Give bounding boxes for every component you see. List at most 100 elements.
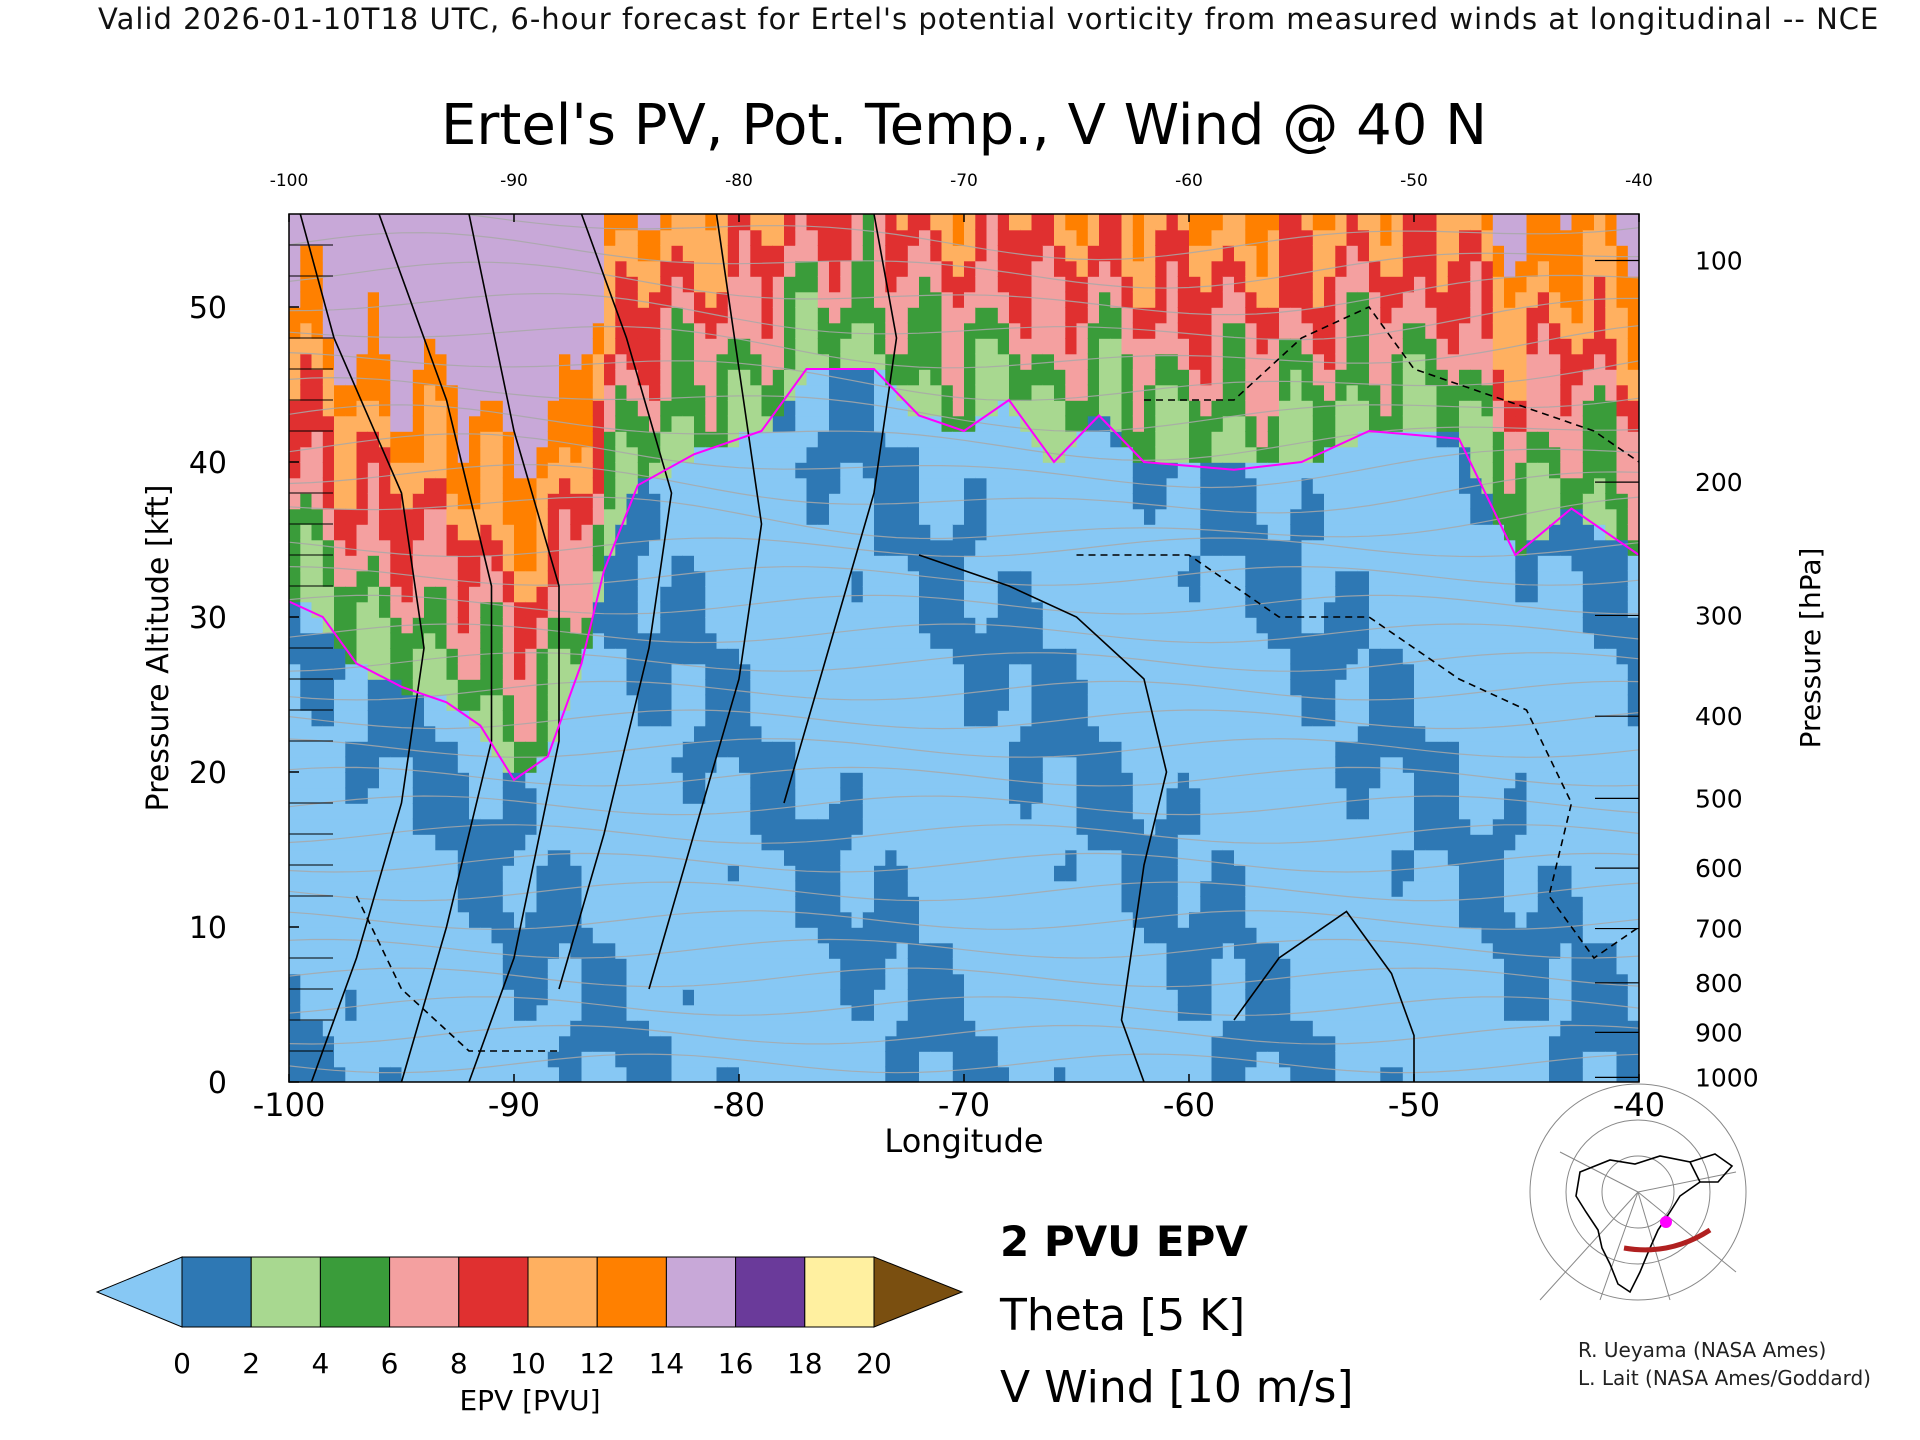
y-tick-label: 0 bbox=[208, 1066, 227, 1101]
colorbar-segment bbox=[389, 1256, 460, 1328]
theta-line bbox=[289, 795, 1639, 816]
v-wind-line bbox=[299, 214, 425, 1082]
v-wind-line bbox=[783, 214, 898, 804]
x-tick-label: -100 bbox=[253, 1086, 326, 1124]
x-axis-label: Longitude bbox=[884, 1122, 1043, 1160]
pv2-line bbox=[289, 368, 1639, 782]
colorbar-tick-label: 8 bbox=[450, 1347, 468, 1380]
colorbar-segment bbox=[596, 1256, 667, 1328]
x-axis-top: -100 -90 -80 -70 -60 -50 -40 bbox=[270, 171, 1653, 222]
y-tick-label: 40 bbox=[189, 446, 227, 481]
theta-line bbox=[289, 996, 1639, 1016]
colorbar-segment bbox=[735, 1256, 806, 1328]
colorbar-segment bbox=[804, 1256, 875, 1328]
chart-title: Ertel's PV, Pot. Temp., V Wind @ 40 N bbox=[441, 93, 1487, 158]
x-top-tick-label: -40 bbox=[1625, 171, 1653, 191]
theta-line bbox=[289, 433, 1639, 489]
credit-line-2: L. Lait (NASA Ames/Goddard) bbox=[1578, 1366, 1871, 1390]
x-tick-label: -90 bbox=[488, 1086, 540, 1124]
theta-line bbox=[289, 967, 1639, 988]
pressure-tick-label: 300 bbox=[1695, 601, 1743, 630]
colorbar-tick-label: 14 bbox=[649, 1347, 685, 1380]
x-tick-label: -50 bbox=[1388, 1086, 1440, 1124]
colorbar-label: EPV [PVU] bbox=[459, 1384, 600, 1417]
x-top-tick-label: -70 bbox=[950, 171, 978, 191]
colorbar-segment bbox=[527, 1256, 598, 1328]
theta-line bbox=[289, 496, 1639, 540]
theta-contours bbox=[289, 214, 1639, 1074]
pressure-tick-label: 800 bbox=[1695, 969, 1743, 998]
y-tick-label: 20 bbox=[189, 756, 227, 791]
y-axis-label: Pressure Altitude [kft] bbox=[141, 485, 176, 812]
location-map bbox=[1529, 1083, 1747, 1301]
x-axis: -100 -90 -80 -70 -60 -50 -40 bbox=[253, 1074, 1665, 1124]
colorbar-under-triangle bbox=[95, 1256, 183, 1328]
x-top-tick-label: -60 bbox=[1175, 171, 1203, 191]
v-wind-contours bbox=[299, 214, 1639, 1082]
colorbar-tick-label: 2 bbox=[242, 1347, 260, 1380]
credit-line-1: R. Ueyama (NASA Ames) bbox=[1578, 1338, 1827, 1362]
v-wind-line bbox=[918, 554, 1168, 1082]
y-tick-label: 10 bbox=[189, 911, 227, 946]
colorbar-tick-label: 20 bbox=[856, 1347, 892, 1380]
pressure-tick-label: 900 bbox=[1695, 1018, 1743, 1047]
theta-line bbox=[289, 292, 1639, 341]
theta-line bbox=[289, 881, 1639, 902]
legend: 2 PVU EPV Theta [5 K] V Wind [10 m/s] bbox=[999, 1217, 1354, 1413]
colorbar-tick-label: 0 bbox=[173, 1347, 191, 1380]
theta-line bbox=[289, 910, 1639, 930]
colorbar-segment bbox=[181, 1256, 252, 1328]
pv2-boundary bbox=[289, 368, 1639, 782]
v-wind-line bbox=[378, 214, 493, 1082]
theta-line bbox=[289, 537, 1639, 558]
theta-line bbox=[289, 404, 1639, 462]
x-tick-label: -80 bbox=[713, 1086, 765, 1124]
theta-line bbox=[289, 824, 1639, 844]
y-tick-label: 50 bbox=[189, 291, 227, 326]
x-tick-label: -70 bbox=[938, 1086, 990, 1124]
y-tick-label: 30 bbox=[189, 601, 227, 636]
legend-item-theta: Theta [5 K] bbox=[999, 1290, 1245, 1341]
theta-line bbox=[289, 652, 1639, 672]
colorbar-segment bbox=[250, 1256, 321, 1328]
x-top-tick-label: -80 bbox=[725, 171, 753, 191]
theta-line bbox=[289, 852, 1639, 873]
colorbar-tick-label: 4 bbox=[311, 1347, 329, 1380]
v-wind-line bbox=[648, 214, 763, 990]
legend-item-pv: 2 PVU EPV bbox=[1000, 1217, 1248, 1266]
x-tick-label: -60 bbox=[1163, 1086, 1215, 1124]
y-axis: 0 10 20 30 40 50 bbox=[189, 244, 333, 1101]
y2-axis-label: Pressure [hPa] bbox=[1794, 548, 1827, 749]
colorbar-segment bbox=[458, 1256, 529, 1328]
theta-line bbox=[289, 325, 1639, 369]
theta-line bbox=[289, 261, 1639, 316]
x-top-tick-label: -50 bbox=[1400, 171, 1428, 191]
theta-line bbox=[289, 738, 1639, 758]
section-line bbox=[1623, 1227, 1712, 1253]
colorbar-tick-label: 6 bbox=[381, 1347, 399, 1380]
section-marker bbox=[1660, 1216, 1672, 1228]
x-top-tick-label: -100 bbox=[270, 171, 309, 191]
pressure-tick-label: 200 bbox=[1695, 468, 1743, 497]
colorbar-tick-label: 10 bbox=[510, 1347, 546, 1380]
v-wind-line bbox=[558, 214, 673, 990]
pressure-axis: 100 200 300 400 500 600 700 800 900 1000 bbox=[1595, 247, 1759, 1092]
v-wind-line bbox=[1076, 554, 1639, 960]
theta-line bbox=[289, 232, 1639, 289]
colorbar-tick-label: 16 bbox=[718, 1347, 754, 1380]
theta-line bbox=[289, 565, 1639, 586]
theta-line bbox=[289, 709, 1639, 730]
figure-subtitle: Valid 2026-01-10T18 UTC, 6-hour forecast… bbox=[98, 2, 1880, 36]
pressure-tick-label: 1000 bbox=[1695, 1063, 1759, 1092]
v-wind-line bbox=[1144, 305, 1639, 463]
colorbar-tick-label: 18 bbox=[787, 1347, 823, 1380]
theta-line bbox=[289, 594, 1639, 615]
pressure-tick-label: 100 bbox=[1695, 247, 1743, 276]
legend-item-vwind: V Wind [10 m/s] bbox=[1000, 1362, 1354, 1413]
theta-line bbox=[289, 352, 1639, 402]
theta-line bbox=[289, 680, 1639, 701]
theta-line bbox=[289, 464, 1639, 514]
x-tick-label: -40 bbox=[1613, 1086, 1665, 1124]
